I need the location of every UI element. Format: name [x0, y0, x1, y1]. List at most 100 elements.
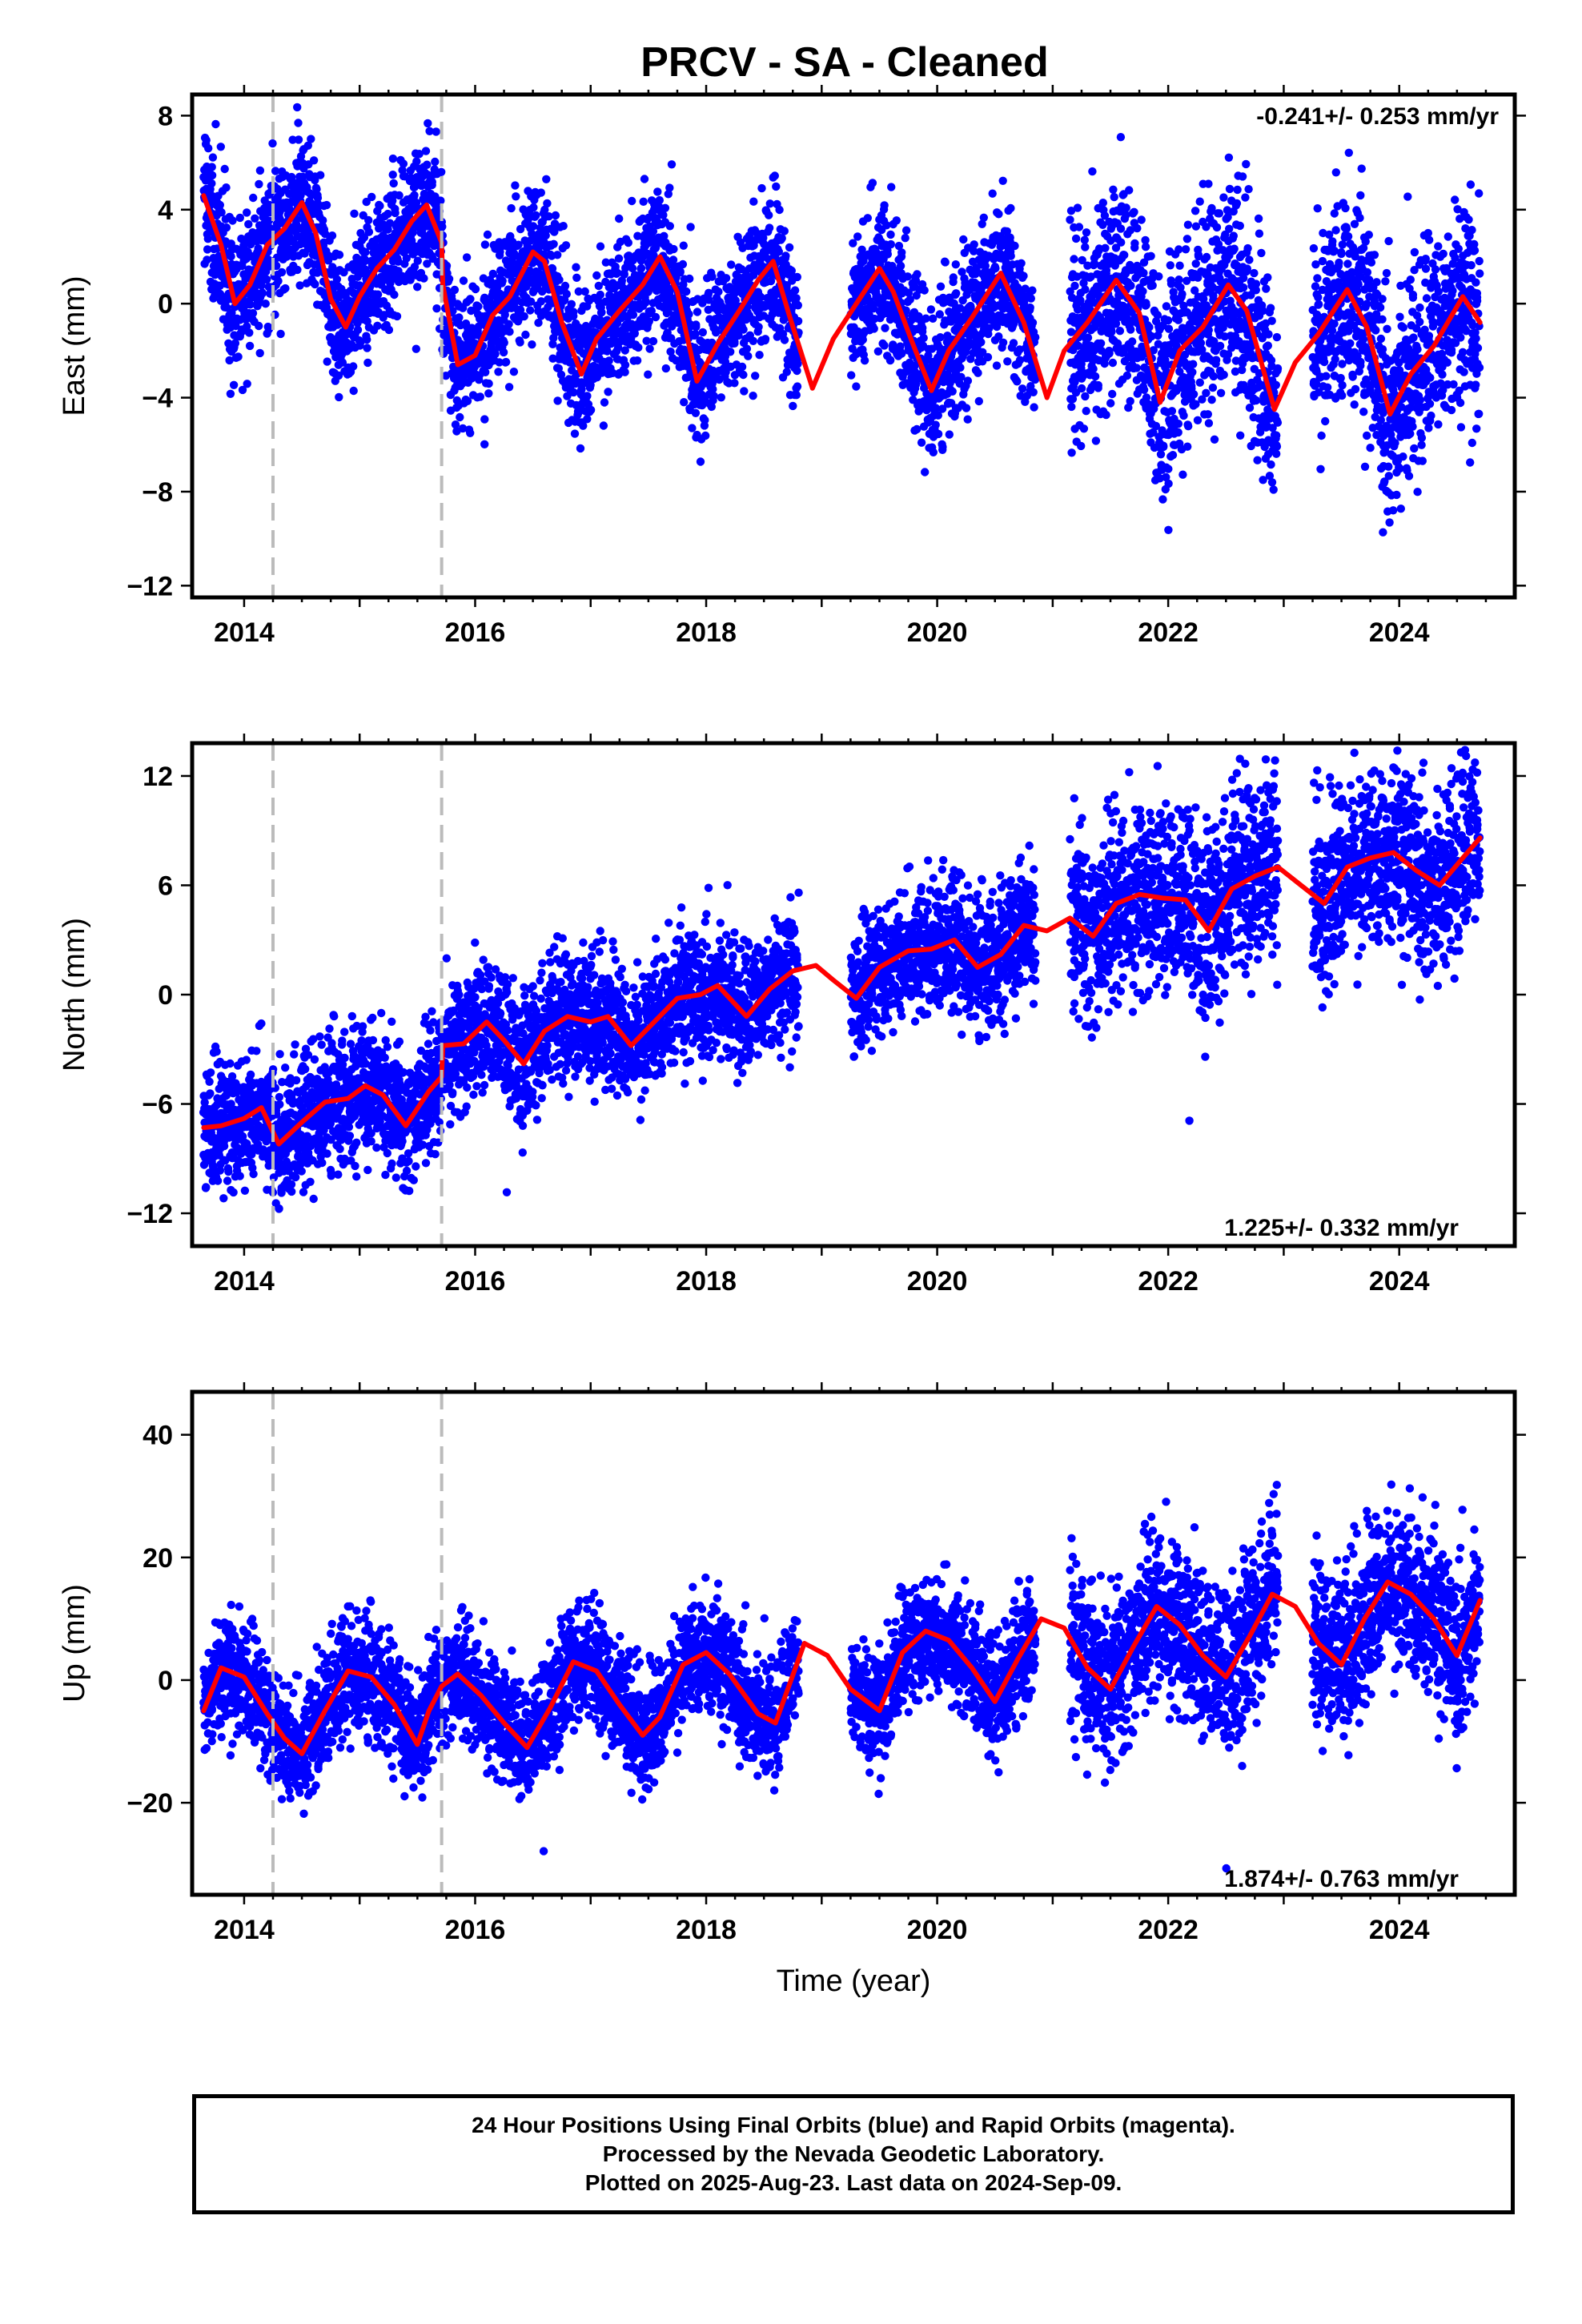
east-data-point: [532, 211, 540, 220]
east-data-point: [1219, 370, 1228, 380]
east-data-point: [903, 272, 912, 281]
east-data-point: [255, 166, 265, 175]
east-data-point: [583, 415, 592, 424]
east-data-point: [1006, 203, 1015, 213]
east-data-point: [264, 325, 274, 334]
east-data-point: [363, 344, 371, 352]
east-data-point: [335, 251, 344, 259]
east-data-point: [474, 302, 483, 311]
east-data-point: [730, 379, 739, 388]
east-data-point: [686, 223, 695, 231]
east-data-point: [1141, 243, 1150, 251]
east-data-point: [246, 300, 255, 309]
east-data-point: [500, 338, 508, 348]
east-data-point: [307, 135, 315, 143]
east-data-point: [1013, 377, 1022, 386]
east-data-point: [276, 329, 285, 339]
east-data-point: [934, 429, 943, 439]
east-data-point: [1204, 419, 1214, 428]
east-data-point: [651, 312, 661, 322]
east-data-point: [977, 338, 986, 347]
east-data-point: [215, 200, 224, 210]
east-data-point: [1003, 357, 1012, 366]
east-data-point: [597, 308, 606, 317]
east-data-point: [780, 227, 789, 235]
east-data-point: [1162, 302, 1171, 311]
east-data-point: [1142, 300, 1150, 310]
east-data-point: [709, 392, 718, 400]
east-data-point: [1105, 349, 1114, 358]
east-data-point: [383, 225, 392, 234]
east-data-point: [553, 396, 562, 405]
east-data-point: [295, 281, 304, 290]
east-data-point: [881, 324, 889, 332]
east-data-point: [580, 287, 589, 296]
east-data-point: [1156, 450, 1166, 459]
east-data-point: [483, 230, 492, 239]
east-data-point: [1174, 420, 1183, 428]
east-data-point: [1224, 153, 1234, 162]
east-data-point: [918, 324, 927, 332]
east-data-point: [507, 203, 516, 213]
east-data-point: [226, 389, 235, 398]
east-data-point: [1244, 185, 1253, 194]
east-data-point: [869, 324, 878, 333]
east-data-point: [528, 340, 536, 349]
east-data-point: [754, 323, 763, 332]
east-data-point: [231, 339, 240, 348]
east-data-point: [296, 191, 305, 200]
east-data-point: [202, 135, 211, 145]
east-data-point: [926, 305, 936, 314]
east-data-point: [777, 234, 786, 243]
east-data-point: [1212, 223, 1222, 232]
east-data-point: [1126, 325, 1135, 334]
east-data-point: [913, 270, 921, 279]
east-data-point: [988, 189, 997, 198]
east-data-point: [583, 392, 592, 400]
east-data-point: [1245, 404, 1255, 412]
east-data-point: [897, 248, 906, 257]
east-data-point: [225, 356, 234, 365]
east-data-point: [394, 257, 403, 266]
east-data-point: [727, 260, 736, 269]
east-data-point: [413, 256, 422, 265]
east-data-point: [1219, 193, 1228, 202]
east-data-point: [553, 251, 562, 259]
east-data-point: [901, 226, 911, 235]
east-data-point: [423, 160, 432, 169]
east-data-point: [1163, 316, 1173, 325]
east-data-point: [484, 379, 493, 388]
east-data-point: [388, 171, 397, 179]
east-data-point: [956, 363, 965, 372]
east-data-point: [238, 385, 247, 395]
east-data-point: [1077, 441, 1086, 451]
east-data-point: [742, 344, 752, 353]
east-data-point: [223, 304, 231, 312]
east-data-point: [648, 336, 658, 346]
east-data-point: [504, 320, 513, 328]
east-data-point: [1209, 372, 1219, 381]
east-data-point: [412, 157, 421, 166]
east-data-point: [682, 287, 691, 296]
east-data-point: [1202, 388, 1211, 397]
east-data-point: [678, 259, 688, 269]
east-data-point: [363, 335, 371, 344]
east-data-point: [243, 380, 251, 388]
east-data-point: [353, 325, 363, 335]
east-data-point: [244, 219, 253, 229]
east-data-point: [669, 244, 678, 254]
east-data-point: [268, 139, 277, 148]
east-data-point: [1195, 378, 1205, 387]
east-data-point: [1110, 192, 1118, 202]
east-data-point: [319, 216, 327, 225]
east-data-point: [1254, 214, 1263, 223]
east-data-point: [1139, 385, 1149, 394]
east-data-point: [644, 370, 652, 379]
east-data-point: [885, 356, 895, 364]
east-data-point: [395, 191, 404, 200]
east-data-point: [1030, 403, 1038, 412]
east-data-point: [1116, 224, 1126, 233]
east-data-point: [476, 392, 484, 401]
east-data-point: [790, 286, 800, 295]
east-data-point: [592, 271, 601, 280]
